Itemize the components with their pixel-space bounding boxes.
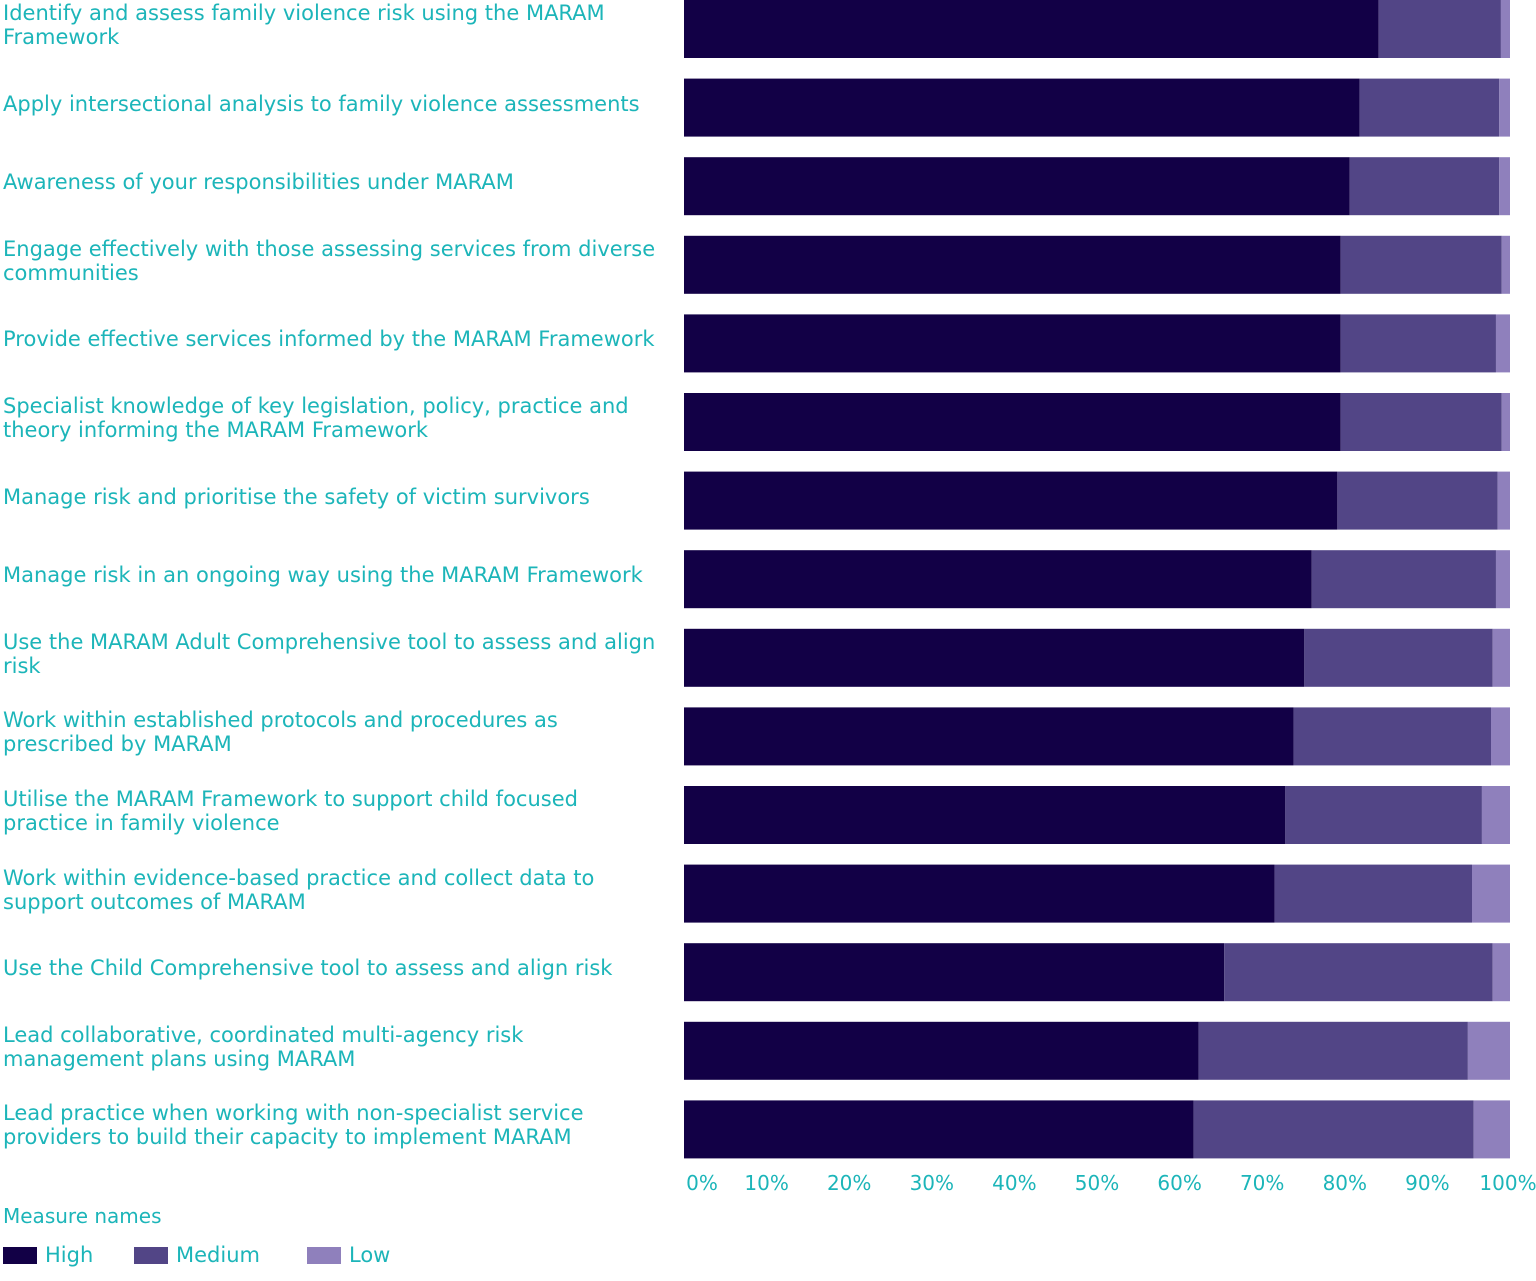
- legend-swatch: [3, 1246, 37, 1264]
- bar-low: [1492, 628, 1510, 687]
- bar-high: [684, 157, 1350, 216]
- bar-medium: [1349, 157, 1500, 216]
- bar-medium: [1337, 471, 1498, 530]
- category-label: Apply intersectional analysis to family …: [3, 91, 640, 116]
- bar-medium: [1340, 393, 1502, 451]
- bar-low: [1501, 235, 1510, 294]
- category-label: Manage risk and prioritise the safety of…: [3, 484, 590, 509]
- bar-high: [684, 707, 1294, 766]
- bar-medium: [1224, 943, 1493, 1002]
- bar-medium: [1274, 864, 1473, 923]
- bar-medium: [1198, 1021, 1468, 1080]
- x-tick-label: 60%: [1157, 1171, 1202, 1195]
- legend-label: High: [45, 1243, 94, 1267]
- category-label: Use the MARAM Adult Comprehensive tool t…: [3, 629, 656, 678]
- bar-medium: [1340, 235, 1502, 294]
- x-tick-label: 10%: [744, 1171, 789, 1195]
- bar-high: [684, 864, 1275, 923]
- category-label: Awareness of your responsibilities under…: [3, 170, 514, 195]
- bar-medium: [1378, 0, 1501, 58]
- x-tick-label: 40%: [992, 1171, 1037, 1195]
- bar-high: [684, 1100, 1194, 1159]
- x-tick-label: 0%: [686, 1171, 718, 1195]
- bar-high: [684, 78, 1360, 137]
- bar-medium: [1311, 550, 1496, 609]
- bar-low: [1491, 707, 1510, 766]
- legend-item-low: Low: [307, 1243, 390, 1267]
- bar-high: [684, 943, 1225, 1002]
- bar-high: [684, 1021, 1199, 1080]
- x-tick-label: 20%: [826, 1171, 872, 1195]
- bar-low: [1473, 1100, 1510, 1159]
- bar-low: [1497, 471, 1510, 530]
- legend-swatch: [307, 1246, 341, 1264]
- category-label: Specialist knowledge of key legislation,…: [3, 394, 629, 442]
- bar-high: [684, 628, 1305, 687]
- x-tick-label: 100%: [1479, 1171, 1536, 1195]
- bar-high: [684, 235, 1341, 294]
- category-label: Manage risk in an ongoing way using the …: [3, 563, 643, 588]
- bar-low: [1492, 943, 1510, 1002]
- bar-low: [1472, 864, 1510, 923]
- bar-high: [684, 393, 1341, 451]
- legend-item-high: High: [3, 1243, 93, 1267]
- bar-high: [684, 0, 1379, 58]
- x-tick-label: 90%: [1405, 1171, 1450, 1195]
- legend-label: Medium: [176, 1243, 260, 1267]
- legend-item-medium: Medium: [134, 1243, 260, 1267]
- bar-high: [684, 314, 1341, 373]
- bar-medium: [1359, 78, 1500, 137]
- legend-title: Measure names: [3, 1204, 162, 1228]
- x-tick-label: 50%: [1074, 1171, 1120, 1195]
- x-tick-label: 80%: [1322, 1171, 1368, 1195]
- x-tick-label: 30%: [909, 1171, 955, 1195]
- bar-high: [684, 786, 1286, 844]
- bar-low: [1481, 786, 1510, 844]
- x-tick-label: 70%: [1239, 1171, 1285, 1195]
- legend-swatch: [134, 1246, 168, 1264]
- bar-low: [1495, 314, 1510, 373]
- bar-medium: [1293, 707, 1492, 766]
- legend-label: Low: [349, 1243, 391, 1267]
- bar-low: [1501, 393, 1510, 451]
- bar-low: [1495, 550, 1510, 609]
- category-label: Provide effective services informed by t…: [3, 327, 655, 352]
- bar-medium: [1193, 1100, 1474, 1159]
- bar-medium: [1304, 628, 1493, 687]
- category-label: Lead practice when working with non-spec…: [3, 1101, 584, 1150]
- category-label: Engage effectively with those assessing …: [3, 236, 656, 285]
- bar-low: [1499, 157, 1510, 216]
- category-label: Identify and assess family violence risk…: [3, 1, 605, 49]
- category-label: Work within evidence-based practice and …: [3, 865, 595, 914]
- category-label: Lead collaborative, coordinated multi-ag…: [3, 1022, 524, 1071]
- bar-medium: [1340, 314, 1496, 373]
- bar-high: [684, 550, 1312, 609]
- bar-high: [684, 471, 1338, 530]
- category-label: Utilise the MARAM Framework to support c…: [3, 787, 578, 835]
- bar-low: [1467, 1021, 1510, 1080]
- bar-low: [1499, 78, 1510, 137]
- category-label: Work within established protocols and pr…: [3, 708, 558, 757]
- category-label: Use the Child Comprehensive tool to asse…: [3, 956, 613, 981]
- bar-medium: [1285, 786, 1482, 844]
- bar-low: [1500, 0, 1510, 58]
